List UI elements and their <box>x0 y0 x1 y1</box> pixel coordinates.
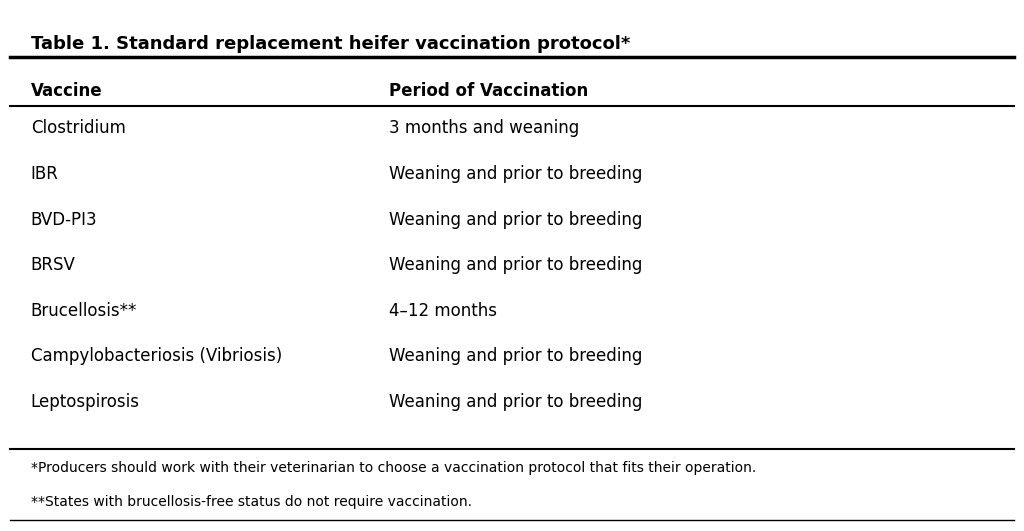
Text: Weaning and prior to breeding: Weaning and prior to breeding <box>389 392 642 410</box>
Text: Leptospirosis: Leptospirosis <box>31 392 139 410</box>
Text: 4–12 months: 4–12 months <box>389 302 497 320</box>
Text: Weaning and prior to breeding: Weaning and prior to breeding <box>389 210 642 228</box>
Text: Table 1. Standard replacement heifer vaccination protocol*: Table 1. Standard replacement heifer vac… <box>31 35 630 53</box>
Text: Clostridium: Clostridium <box>31 119 126 138</box>
Text: BRSV: BRSV <box>31 256 76 274</box>
Text: Campylobacteriosis (Vibriosis): Campylobacteriosis (Vibriosis) <box>31 347 282 365</box>
Text: *Producers should work with their veterinarian to choose a vaccination protocol : *Producers should work with their veteri… <box>31 461 756 475</box>
Text: Brucellosis**: Brucellosis** <box>31 302 137 320</box>
Text: IBR: IBR <box>31 165 58 183</box>
Text: Period of Vaccination: Period of Vaccination <box>389 82 589 100</box>
Text: Weaning and prior to breeding: Weaning and prior to breeding <box>389 256 642 274</box>
Text: Weaning and prior to breeding: Weaning and prior to breeding <box>389 347 642 365</box>
Text: **States with brucellosis-free status do not require vaccination.: **States with brucellosis-free status do… <box>31 495 472 509</box>
Text: Weaning and prior to breeding: Weaning and prior to breeding <box>389 165 642 183</box>
Text: BVD-PI3: BVD-PI3 <box>31 210 97 228</box>
Text: 3 months and weaning: 3 months and weaning <box>389 119 580 138</box>
Text: Vaccine: Vaccine <box>31 82 102 100</box>
